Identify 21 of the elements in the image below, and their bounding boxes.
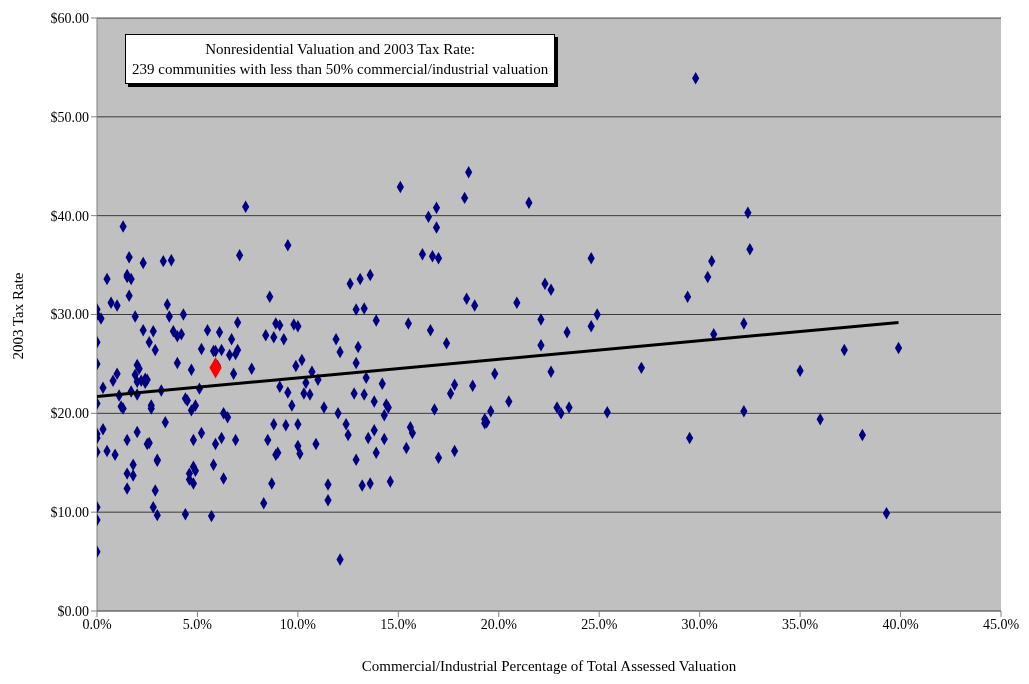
- y-tick-label: $30.00: [50, 307, 89, 323]
- x-axis-title: Commercial/Industrial Percentage of Total Assessed Valuation: [361, 658, 737, 674]
- x-tick-label: 25.0%: [581, 616, 618, 632]
- y-tick-label: $60.00: [50, 10, 89, 26]
- y-tick-label: $20.00: [50, 406, 89, 422]
- x-tick-label: 5.0%: [182, 616, 213, 632]
- x-tick-label: 0.0%: [82, 616, 112, 632]
- y-tick-label: $40.00: [50, 208, 89, 224]
- text: Nonresidential Valuation and 2003 Tax Rate:: [204, 40, 476, 59]
- x-tick-label: 20.0%: [480, 616, 518, 632]
- x-tick-label: 10.0%: [279, 616, 317, 632]
- y-tick-label: $0.00: [57, 603, 89, 619]
- x-tick-label: 15.0%: [380, 616, 417, 632]
- x-tick-label: 35.0%: [782, 616, 819, 632]
- y-tick-label: $10.00: [50, 505, 89, 521]
- x-tick-label: 40.0%: [882, 616, 919, 632]
- x-tick-label: 45.0%: [982, 616, 1020, 632]
- text: 239 communities with less than 50% commercial/industrial valuation: [132, 60, 549, 79]
- y-axis-title: 2003 Tax Rate: [10, 272, 27, 360]
- x-tick-label: 30.0%: [681, 616, 719, 632]
- y-tick-label: $50.00: [50, 109, 89, 125]
